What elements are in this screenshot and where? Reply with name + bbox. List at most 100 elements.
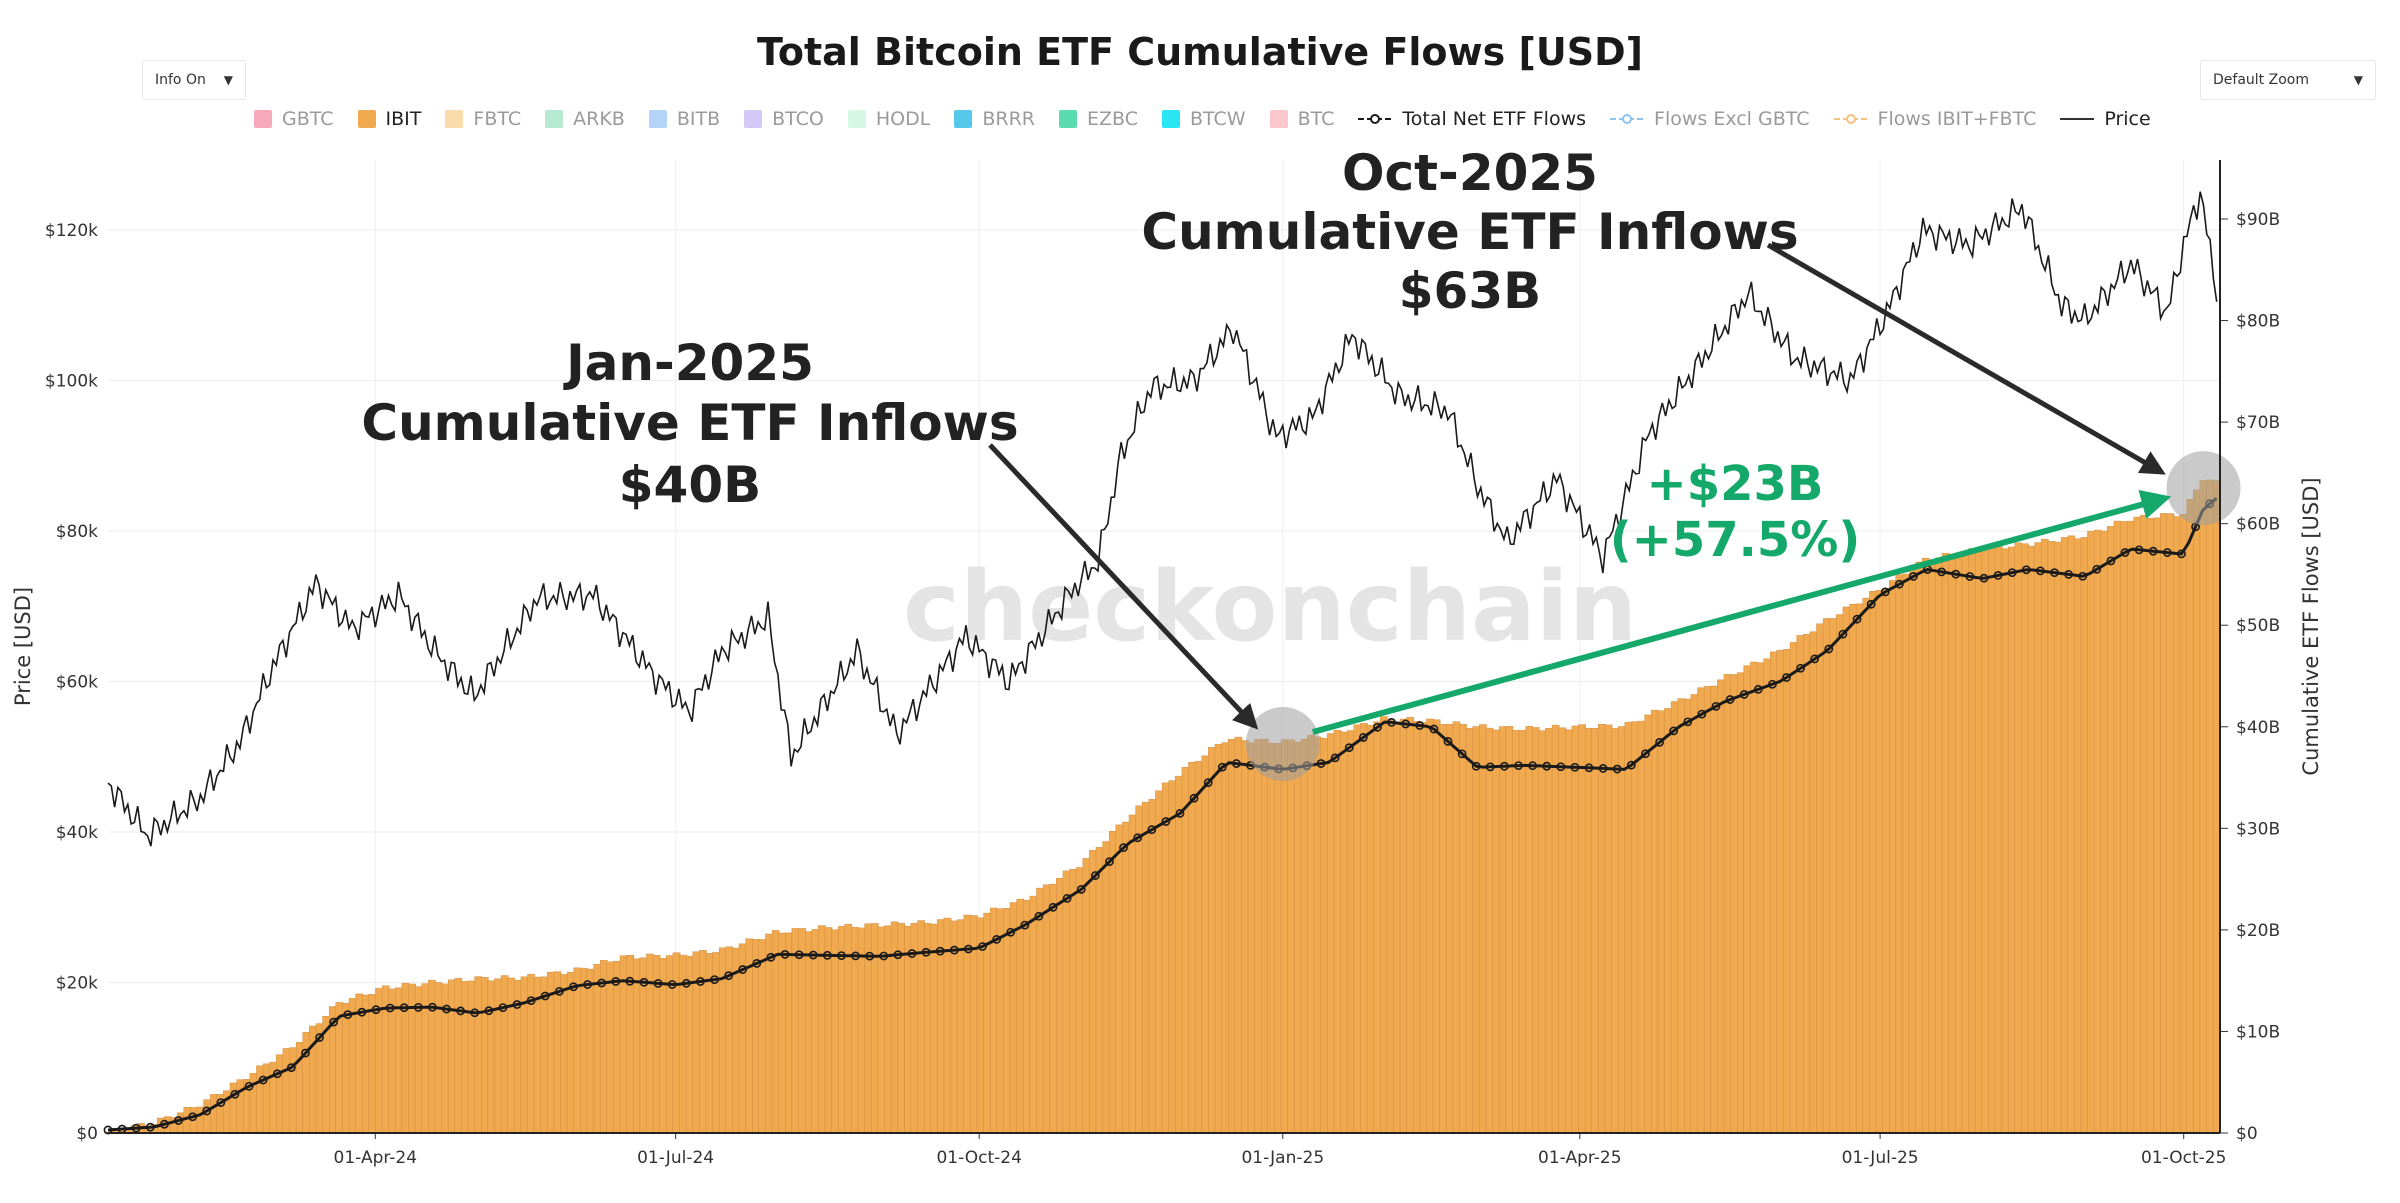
ibit-bar: [1902, 573, 1910, 1134]
ibit-bar: [1617, 726, 1626, 1134]
ibit-bar: [1968, 548, 1976, 1134]
caret-down-icon: ▼: [223, 73, 233, 87]
legend-item-price[interactable]: Price: [2060, 108, 2151, 130]
legend-item-btc[interactable]: BTC: [1269, 108, 1334, 130]
legend-label: BTCW: [1189, 108, 1246, 130]
ibit-bar: [1532, 727, 1540, 1134]
price-line: [107, 191, 2218, 847]
net-flow-marker: [1175, 808, 1185, 818]
ibit-bar: [2080, 537, 2089, 1134]
x-tick-label: 01-Oct-24: [936, 1148, 1021, 1168]
ibit-bar: [1697, 687, 1705, 1134]
net-flow-marker: [2120, 548, 2130, 557]
ibit-bar: [1955, 555, 1963, 1134]
ibit-bar: [1135, 805, 1144, 1134]
net-flow-marker: [893, 950, 903, 960]
y-right-axis-title: Cumulative ETF Flows [USD]: [2299, 477, 2323, 775]
net-flow-marker: [244, 1081, 254, 1091]
net-flow-marker: [1429, 724, 1439, 734]
ibit-bar: [1115, 824, 1124, 1134]
legend-item-flows-ibit-fbtc[interactable]: Flows IBIT+FBTC: [1833, 108, 2036, 130]
ibit-bar: [2166, 513, 2175, 1134]
net-flow-marker: [752, 959, 762, 968]
ibit-bar: [1703, 686, 1712, 1134]
ibit-bar: [2093, 529, 2102, 1134]
net-flow-marker: [1415, 721, 1425, 730]
ibit-bar: [2034, 542, 2043, 1134]
net-flow-marker: [625, 976, 635, 986]
net-flow-marker: [442, 1004, 451, 1014]
ibit-bar: [2193, 489, 2201, 1134]
zoom-select[interactable]: Default Zoom ▼: [2200, 60, 2376, 100]
ibit-bar: [1287, 739, 1296, 1134]
ibit-bar: [1730, 674, 1738, 1134]
ibit-bar: [2027, 545, 2036, 1134]
legend-item-gbtc[interactable]: GBTC: [254, 108, 334, 130]
net-flow-marker: [978, 942, 987, 951]
legend-item-hodl[interactable]: HODL: [847, 108, 930, 130]
net-flow-marker: [1203, 778, 1213, 788]
net-flow-marker: [1767, 679, 1777, 689]
ibit-bar: [1651, 709, 1659, 1134]
ibit-bar: [1631, 721, 1639, 1134]
ibit-bar: [1789, 642, 1798, 1134]
ibit-bar: [1664, 708, 1672, 1134]
net-flow-marker: [1316, 759, 1326, 768]
ibit-bar: [474, 976, 482, 1134]
legend-item-ezbc[interactable]: EZBC: [1058, 108, 1138, 130]
growth-annotation-line: +$23B: [1647, 456, 1824, 512]
net-flow-marker: [1542, 761, 1552, 771]
legend-item-brrr[interactable]: BRRR: [954, 108, 1035, 130]
x-tick-label: 01-Jan-25: [1241, 1148, 1324, 1168]
ibit-bar: [1009, 902, 1018, 1134]
legend-item-ibit[interactable]: IBIT: [357, 108, 421, 130]
ibit-bar: [765, 933, 773, 1134]
ibit-bar: [1624, 721, 1633, 1134]
legend-item-total-net-etf-flows[interactable]: Total Net ETF Flows: [1358, 108, 1586, 130]
legend-item-btcw[interactable]: BTCW: [1161, 108, 1246, 130]
info-toggle-select[interactable]: Info On ▼: [142, 60, 246, 100]
net-flow-marker: [1641, 749, 1650, 759]
ibit-bar: [1267, 742, 1276, 1134]
ibit-bar: [1657, 710, 1666, 1134]
net-flow-marker: [512, 1000, 522, 1009]
ibit-bar: [1155, 790, 1163, 1134]
ibit-bar: [2199, 480, 2208, 1134]
ibit-bar: [1029, 895, 1038, 1134]
ibit-bar: [1194, 761, 1203, 1134]
ibit-bar: [2041, 538, 2049, 1134]
ibit-bar: [857, 927, 866, 1134]
ibit-bar: [1122, 821, 1130, 1134]
ibit-bar: [447, 979, 456, 1134]
ibit-bar: [1558, 727, 1567, 1134]
net-flow-marker: [188, 1112, 198, 1122]
net-flow-marker: [272, 1069, 282, 1079]
legend-item-bitb[interactable]: BITB: [648, 108, 720, 130]
ibit-bar: [1512, 730, 1520, 1134]
net-flow-marker: [329, 1017, 339, 1027]
ibit-bar: [1518, 730, 1527, 1134]
legend-item-fbtc[interactable]: FBTC: [445, 108, 521, 130]
legend-item-arkb[interactable]: ARKB: [545, 108, 625, 130]
ibit-bar: [1922, 557, 1930, 1134]
net-flow-marker: [385, 1003, 395, 1013]
ibit-bar: [1280, 739, 1289, 1134]
y-left-tick-label: $0: [76, 1124, 98, 1144]
ibit-bar: [1948, 554, 1957, 1134]
legend-swatch: [445, 110, 464, 128]
net-flow-marker: [1739, 690, 1749, 699]
price-series-line: [107, 191, 2218, 847]
net-flow-marker: [498, 1003, 508, 1012]
ibit-bar: [2047, 541, 2056, 1134]
ibit-bar: [1300, 738, 1309, 1134]
legend-marker-line-icon: [1833, 114, 1868, 124]
net-flow-marker: [1485, 762, 1495, 772]
legend-label: BRRR: [982, 108, 1035, 130]
zoom-select-label: Default Zoom: [2213, 72, 2309, 88]
x-tick-label: 01-Oct-25: [2141, 1148, 2226, 1168]
y-left-tick-label: $20k: [56, 974, 98, 994]
ibit-bar: [791, 928, 800, 1134]
legend-item-flows-excl-gbtc[interactable]: Flows Excl GBTC: [1610, 108, 1810, 130]
legend-item-btco[interactable]: BTCO: [744, 108, 824, 130]
